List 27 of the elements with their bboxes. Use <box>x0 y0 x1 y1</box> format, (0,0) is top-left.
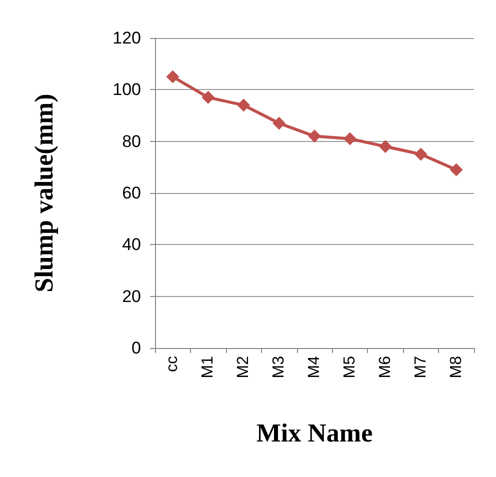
x-tick-label: M6 <box>376 356 394 378</box>
y-tick-label: 80 <box>122 132 141 151</box>
x-tick-label: M1 <box>200 356 217 378</box>
x-tick-label: M2 <box>235 356 252 378</box>
point <box>414 148 428 161</box>
point <box>272 116 286 130</box>
y-tick-label: 100 <box>112 80 141 100</box>
y-tick-label: 20 <box>122 286 141 306</box>
x-axis-title: Mix Name <box>256 418 373 448</box>
y-tick-label: 120 <box>112 28 141 48</box>
point <box>343 132 356 146</box>
point <box>308 130 321 143</box>
x-tick-label: M7 <box>412 356 430 378</box>
point <box>166 70 180 84</box>
y-axis-title: Slump value(mm) <box>30 94 58 292</box>
y-tick-label: 40 <box>122 235 141 254</box>
point <box>450 163 463 176</box>
x-tick-label: cc <box>164 356 182 372</box>
x-tick-label: M3 <box>270 356 288 378</box>
point <box>237 98 250 112</box>
x-tick-label: M5 <box>341 356 358 378</box>
y-tick-label: 0 <box>132 338 141 358</box>
y-tick-label: 60 <box>122 184 141 202</box>
point <box>202 90 215 104</box>
point <box>378 140 392 153</box>
x-tick-label: M8 <box>448 356 465 378</box>
x-tick-label: M4 <box>306 356 323 378</box>
